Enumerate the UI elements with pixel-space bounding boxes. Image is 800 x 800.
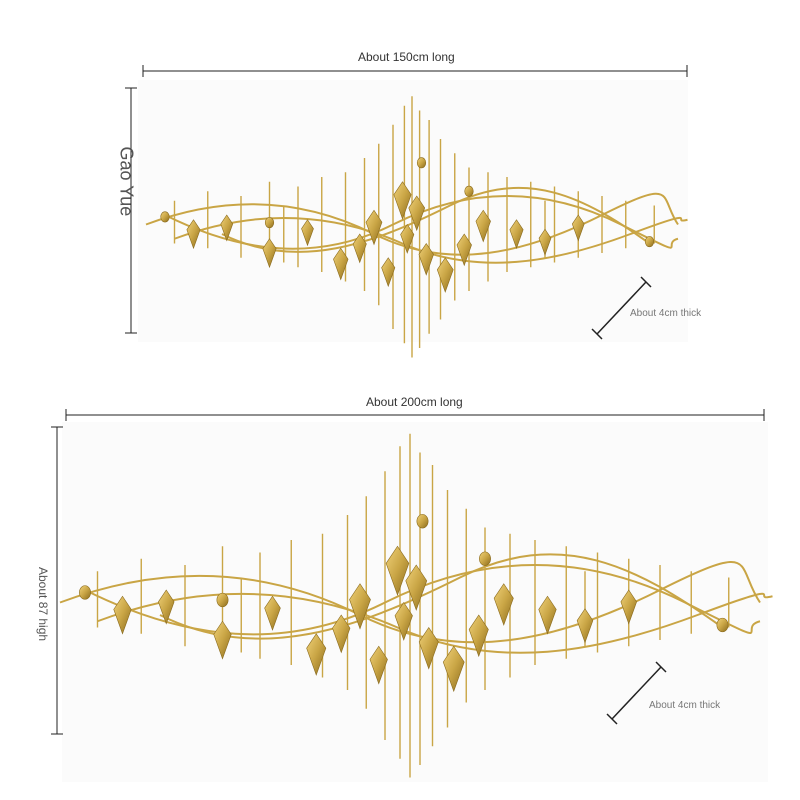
crystal-drop-2	[213, 620, 232, 660]
crystal-drop-16	[620, 589, 637, 625]
crystal-drop-1	[220, 214, 234, 242]
bead-0	[160, 211, 170, 223]
crystal-drop-11	[442, 645, 465, 693]
bottom-panel: About 200cm long About 87 high About 4cm…	[0, 380, 800, 800]
bottom-dimension-lines	[51, 409, 765, 735]
wave-1	[174, 216, 688, 264]
crystal-drop-0	[113, 595, 132, 635]
bead-1	[216, 592, 229, 608]
bottom-length-label: About 200cm long	[366, 395, 463, 409]
crystal-drop-13	[475, 209, 491, 243]
crystal-drop-12	[456, 233, 472, 267]
wave-3	[221, 186, 651, 253]
crystal-drop-11	[436, 257, 454, 293]
crystal-drop-8	[393, 181, 412, 220]
crystal-drop-2	[262, 238, 277, 269]
crystal-drop-17	[394, 601, 413, 641]
top-wall-art	[145, 96, 688, 358]
crystal-drop-16	[571, 214, 585, 242]
bead-4	[716, 617, 729, 633]
top-length-label: About 150cm long	[358, 50, 455, 64]
crystal-drop-5	[352, 233, 367, 264]
crystal-drop-14	[538, 595, 557, 635]
bead-3	[416, 514, 429, 529]
top-thickness-label: About 4cm thick	[630, 308, 702, 319]
crystal-drop-15	[576, 608, 594, 644]
top-panel: About 150cm long Gao Yue About 4cm thick	[0, 0, 800, 360]
crystal-drop-12	[468, 614, 489, 658]
bead-0	[79, 585, 91, 600]
crystal-drop-4	[306, 633, 327, 676]
crystal-drop-9	[408, 195, 426, 232]
bead-1	[264, 217, 275, 229]
crystal-drop-6	[365, 209, 383, 246]
crystal-drop-10	[418, 626, 439, 670]
bottom-wall-art	[59, 433, 773, 778]
crystal-drop-17	[400, 223, 415, 254]
crystal-drop-3	[301, 219, 314, 247]
crystal-drop-6	[349, 583, 371, 630]
crystal-drop-3	[264, 595, 281, 631]
wave-1	[97, 592, 773, 654]
bead-3	[416, 157, 427, 169]
crystal-drop-7	[381, 257, 396, 288]
crystal-drop-14	[509, 219, 524, 250]
crystal-drop-13	[493, 583, 514, 626]
crystal-drop-15	[538, 228, 552, 256]
crystal-drop-9	[405, 564, 428, 611]
crystal-drop-4	[333, 247, 349, 281]
bottom-thickness-label: About 4cm thick	[649, 700, 721, 711]
crystal-drop-0	[186, 219, 201, 250]
wave-3	[159, 553, 724, 640]
bead-2	[464, 185, 474, 197]
crystal-drop-1	[158, 589, 175, 625]
crystal-drop-5	[332, 614, 351, 654]
top-dimension-lines	[125, 65, 688, 340]
bead-4	[644, 236, 655, 248]
bead-2	[479, 551, 491, 566]
crystal-drop-7	[369, 645, 388, 685]
crystal-drop-10	[418, 242, 434, 276]
crystal-drop-8	[385, 545, 410, 596]
